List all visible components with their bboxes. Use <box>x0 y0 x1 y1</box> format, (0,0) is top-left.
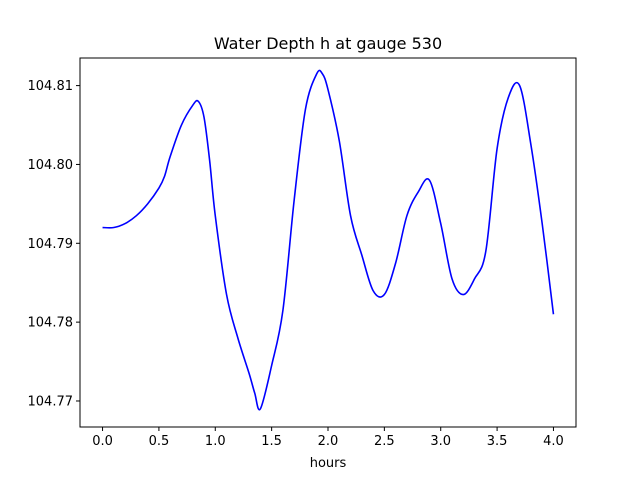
y-tick-label: 104.79 <box>28 237 74 252</box>
y-axis-ticks: 104.77 104.78 104.79 104.80 104.81 <box>28 79 80 409</box>
y-tick-label: 104.77 <box>28 394 74 409</box>
x-tick-label: 3.5 <box>487 434 508 449</box>
x-tick-label: 0.0 <box>92 434 113 449</box>
y-tick-label: 104.81 <box>28 79 74 94</box>
x-axis-label: hours <box>310 456 347 471</box>
x-tick-label: 2.0 <box>318 434 339 449</box>
x-tick-label: 0.5 <box>149 434 170 449</box>
x-tick-label: 2.5 <box>374 434 395 449</box>
x-tick-label: 4.0 <box>543 434 564 449</box>
x-tick-label: 3.0 <box>430 434 451 449</box>
chart-title: Water Depth h at gauge 530 <box>214 34 442 53</box>
x-tick-label: 1.5 <box>261 434 282 449</box>
series-line-0 <box>102 69 555 411</box>
x-tick-label: 1.0 <box>205 434 226 449</box>
x-axis-ticks: 0.0 0.5 1.0 1.5 2.0 2.5 3.0 3.5 4.0 <box>92 427 564 449</box>
y-tick-label: 104.78 <box>28 316 74 331</box>
plot-area <box>102 69 555 411</box>
y-tick-label: 104.80 <box>28 158 74 173</box>
